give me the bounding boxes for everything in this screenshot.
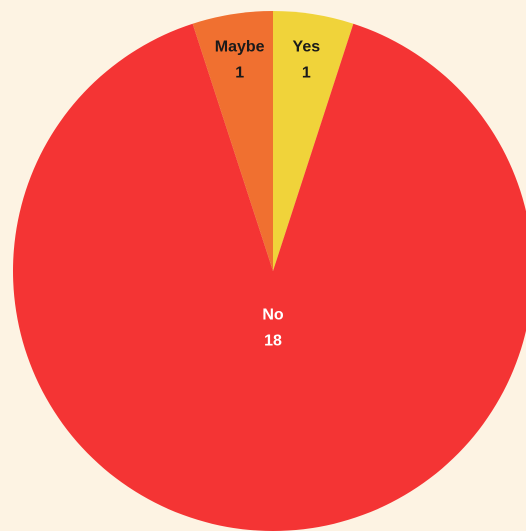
- slice-value: 1: [235, 65, 244, 82]
- slice-value: 18: [264, 332, 282, 349]
- slice-value: 1: [302, 65, 311, 82]
- pie-slice: [192, 11, 273, 271]
- slice-label: No: [262, 306, 284, 323]
- pie-slice: [273, 11, 354, 271]
- pie-slice: [13, 23, 526, 531]
- slice-label: Maybe: [215, 39, 265, 56]
- slice-label: Yes: [293, 39, 321, 56]
